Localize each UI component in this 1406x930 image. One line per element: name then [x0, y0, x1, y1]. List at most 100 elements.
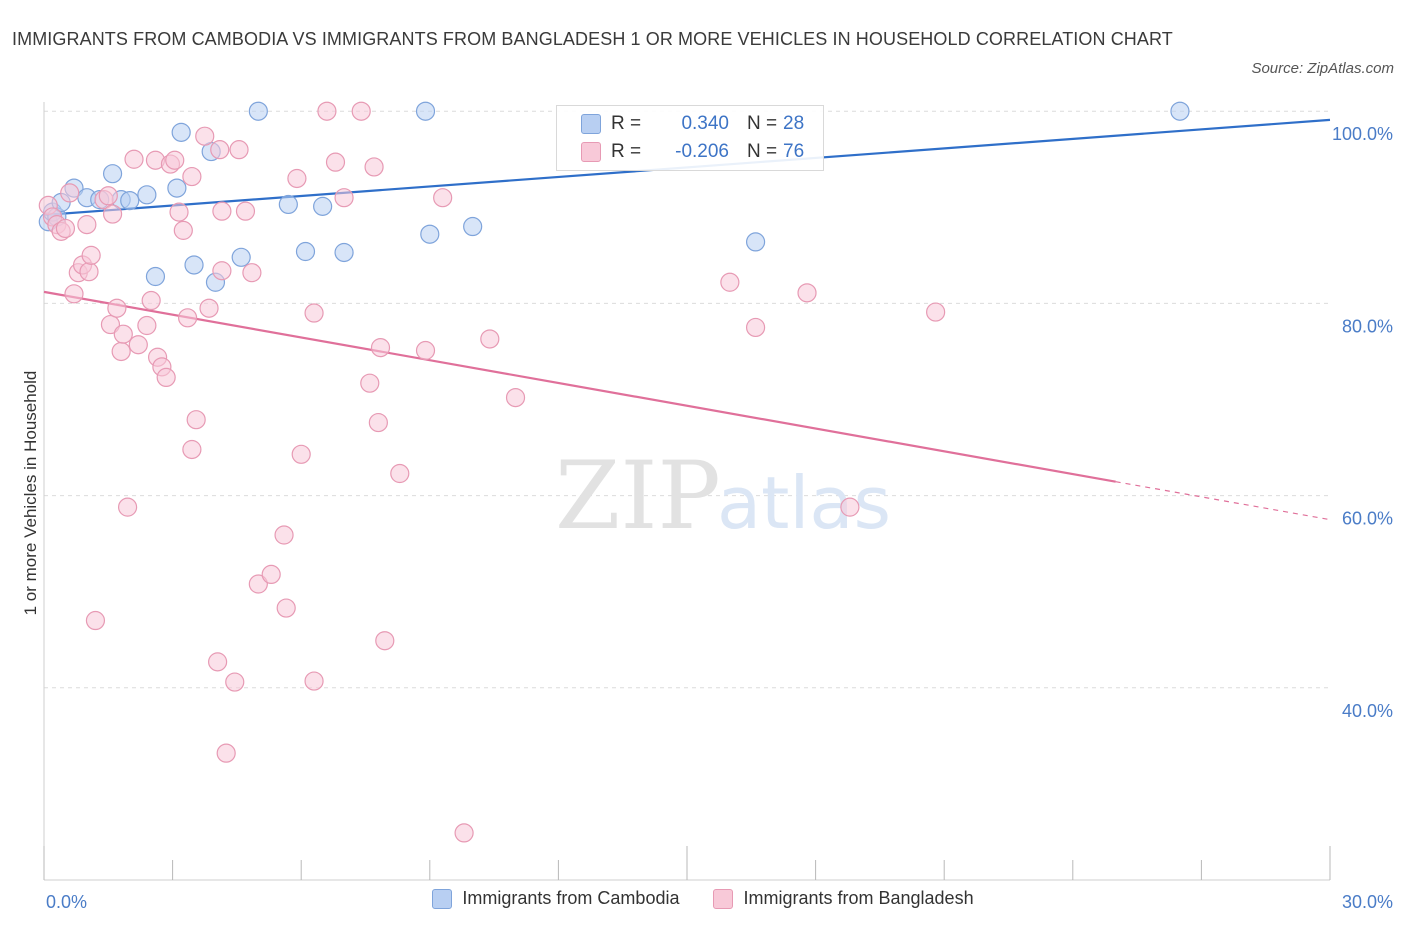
data-point-bangladesh — [291, 444, 311, 464]
data-point-bangladesh — [79, 262, 99, 282]
grid-lines — [44, 110, 1330, 689]
data-point-bangladesh — [195, 126, 215, 146]
watermark-zip: ZIP — [555, 442, 721, 551]
data-point-bangladesh — [77, 215, 97, 235]
data-point-cambodia — [1170, 101, 1190, 121]
data-point-bangladesh — [81, 245, 101, 265]
data-point-bangladesh — [840, 497, 860, 517]
data-point-cambodia — [295, 241, 316, 262]
legend-swatch-bangladesh — [581, 142, 601, 162]
watermark-atlas: atlas — [717, 461, 891, 545]
trend-line-extension-bangladesh — [1115, 481, 1331, 521]
chart-title: IMMIGRANTS FROM CAMBODIA VS IMMIGRANTS F… — [12, 29, 1173, 49]
data-point-bangladesh — [102, 204, 123, 224]
data-point-bangladesh — [229, 140, 249, 160]
data-point-cambodia — [334, 242, 354, 263]
data-point-cambodia — [145, 266, 166, 287]
data-point-cambodia — [167, 178, 187, 198]
data-point-bangladesh — [364, 157, 384, 177]
y-tick-label: 60.0% — [1342, 509, 1393, 529]
y-tick-labels: 40.0% 60.0% 80.0% 100.0% — [1332, 124, 1393, 721]
data-point-bangladesh — [415, 340, 436, 361]
y-axis-label: 1 or more Vehicles in Household — [21, 371, 40, 616]
data-point-bangladesh — [128, 335, 148, 355]
data-point-bangladesh — [480, 329, 500, 349]
data-point-bangladesh — [248, 574, 268, 594]
data-point-cambodia — [184, 255, 204, 275]
data-point-bangladesh — [745, 317, 766, 338]
r-label: R = — [611, 113, 642, 134]
data-point-cambodia — [231, 247, 251, 267]
n-label: N = — [747, 141, 778, 162]
data-point-bangladesh — [117, 497, 138, 517]
y-tick-label: 80.0% — [1342, 316, 1393, 336]
source-label: Source: ZipAtlas.com — [1251, 60, 1394, 77]
data-point-bangladesh — [107, 298, 127, 318]
data-point-cambodia — [463, 216, 483, 237]
data-point-bangladesh — [212, 201, 232, 221]
data-point-bangladesh — [137, 315, 157, 336]
data-point-bangladesh — [360, 373, 380, 393]
data-point-cambodia — [420, 224, 440, 244]
data-point-cambodia — [120, 190, 140, 211]
data-point-bangladesh — [216, 743, 236, 763]
data-point-cambodia — [313, 196, 333, 216]
data-point-cambodia — [137, 185, 157, 205]
data-point-bangladesh — [926, 302, 946, 322]
data-point-bangladesh — [100, 314, 121, 335]
data-point-bangladesh — [165, 150, 185, 170]
x-tick-labels: 0.0% 30.0% — [46, 892, 1393, 912]
r-value: -0.206 — [675, 141, 729, 162]
data-point-bangladesh — [156, 367, 176, 388]
data-point-bangladesh — [111, 341, 131, 362]
data-point-bangladesh — [390, 463, 410, 484]
data-point-bangladesh — [274, 525, 294, 545]
data-point-bangladesh — [212, 261, 232, 281]
data-point-bangladesh — [235, 201, 256, 221]
stats-row-bangladesh: R = -0.206 N = 76 — [581, 137, 804, 167]
data-point-bangladesh — [182, 166, 202, 187]
stats-box: R = 0.340 N = 28 R = -0.206 N = 76 — [556, 105, 824, 171]
r-label: R = — [611, 141, 642, 162]
trend-line-bangladesh — [43, 290, 1116, 483]
data-point-cambodia — [745, 232, 766, 252]
legend-swatch-cambodia — [432, 888, 453, 909]
n-value: 28 — [783, 113, 805, 134]
data-point-bangladesh — [85, 610, 106, 631]
n-label: N = — [747, 113, 778, 134]
data-point-bangladesh — [351, 101, 371, 121]
data-point-bangladesh — [113, 324, 133, 344]
data-point-bangladesh — [375, 631, 395, 651]
data-point-bangladesh — [199, 298, 219, 318]
data-point-bangladesh — [208, 652, 228, 672]
data-point-bangladesh — [334, 188, 354, 208]
x-tick-label: 0.0% — [46, 892, 87, 912]
legend-swatch-bangladesh — [713, 888, 734, 909]
x-tick-label: 30.0% — [1342, 892, 1393, 912]
data-point-bangladesh — [454, 823, 474, 843]
data-point-bangladesh — [261, 564, 281, 585]
legend-item-bangladesh[interactable]: Immigrants from Bangladesh — [713, 888, 974, 909]
data-point-bangladesh — [124, 149, 144, 169]
data-point-bangladesh — [317, 101, 337, 121]
watermark: ZIP atlas — [555, 442, 891, 551]
data-point-bangladesh — [141, 290, 161, 311]
data-point-cambodia — [171, 122, 191, 142]
data-point-bangladesh — [60, 183, 80, 203]
data-point-bangladesh — [173, 220, 193, 240]
data-point-bangladesh — [370, 338, 391, 358]
r-value: 0.340 — [681, 113, 729, 134]
n-value: 76 — [783, 141, 805, 162]
legend-label-bangladesh: Immigrants from Bangladesh — [743, 888, 974, 908]
axes — [43, 102, 1331, 881]
data-point-bangladesh — [64, 284, 84, 304]
data-point-cambodia — [415, 101, 436, 121]
data-point-bangladesh — [720, 272, 740, 292]
y-tick-label: 40.0% — [1342, 701, 1393, 721]
legend-item-cambodia[interactable]: Immigrants from Cambodia — [432, 888, 679, 909]
data-point-cambodia — [248, 101, 268, 121]
data-point-bangladesh — [368, 412, 388, 433]
data-point-bangladesh — [325, 152, 346, 172]
data-point-bangladesh — [505, 387, 526, 408]
